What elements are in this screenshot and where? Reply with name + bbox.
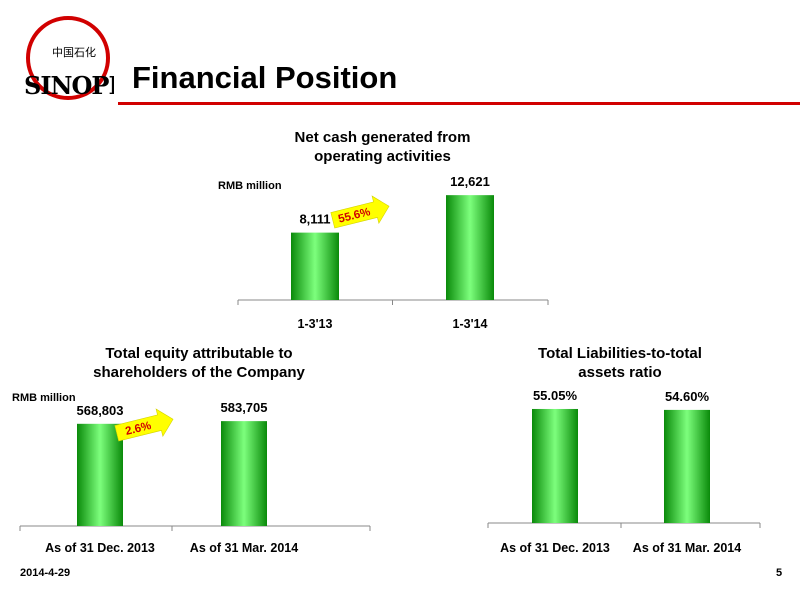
chart2-growth-arrow: 2.6%: [114, 408, 174, 442]
chart1-title-line2: operating activities: [314, 148, 451, 165]
chart1-title-line1: Net cash generated from: [294, 129, 471, 146]
chart1-unit-label: RMB million: [218, 180, 282, 192]
svg-text:中国石化: 中国石化: [52, 45, 96, 59]
page-title: Financial Position: [132, 60, 398, 95]
chart2-value-label-1: 568,803: [77, 403, 124, 418]
chart1-bar-1: [291, 232, 339, 300]
chart2-title-line2: shareholders of the Company: [93, 364, 305, 381]
sinopec-logo: 中国石化 SINOPEC: [24, 16, 114, 100]
chart3-title-line2: assets ratio: [578, 364, 662, 381]
svg-text:SINOPEC: SINOPEC: [24, 71, 114, 100]
chart1-growth-arrow: 55.6%: [330, 195, 390, 229]
chart3-title: Total Liabilities-to-total assets ratio: [480, 344, 760, 382]
chart3-category-label-1: As of 31 Dec. 2013: [500, 541, 610, 555]
chart1-category-label-2: 1-3'14: [453, 317, 488, 331]
chart3-value-label-2: 54.60%: [665, 389, 710, 404]
chart1-growth-arrow-shape: [330, 195, 390, 229]
chart2-bar-1: [77, 423, 123, 526]
chart2-bar-2: [221, 421, 267, 526]
chart1-bar-2: [446, 195, 494, 300]
chart2-title: Total equity attributable to shareholder…: [14, 344, 384, 382]
chart2-value-label-2: 583,705: [221, 400, 268, 415]
title-divider: [118, 102, 800, 105]
chart1-value-label-2: 12,621: [450, 174, 490, 189]
chart2-category-label-1: As of 31 Dec. 2013: [45, 541, 155, 555]
chart3-bar-2: [664, 409, 710, 523]
footer-date: 2014-4-29: [20, 567, 71, 579]
page-number: 5: [776, 567, 783, 579]
chart3-bar-1: [532, 408, 578, 523]
chart1-value-label-1: 8,111: [299, 212, 330, 227]
chart3-title-line1: Total Liabilities-to-total: [538, 345, 702, 362]
chart1-category-label-1: 1-3'13: [298, 317, 333, 331]
chart2-unit-label: RMB million: [12, 392, 76, 404]
chart3-category-label-2: As of 31 Mar. 2014: [633, 541, 741, 555]
chart2-category-label-2: As of 31 Mar. 2014: [190, 541, 298, 555]
chart2-title-line1: Total equity attributable to: [105, 345, 293, 362]
chart1-title: Net cash generated from operating activi…: [230, 128, 535, 166]
chart2-growth-arrow-shape: [114, 408, 174, 442]
chart3-value-label-1: 55.05%: [533, 388, 578, 403]
